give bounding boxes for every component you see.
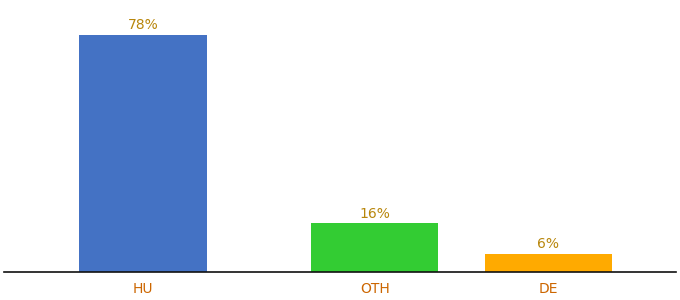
Text: 16%: 16% [359, 207, 390, 221]
Bar [80, 34, 207, 272]
Text: 6%: 6% [537, 237, 560, 251]
Bar [485, 254, 612, 272]
Text: 78%: 78% [128, 18, 158, 32]
Bar [311, 224, 439, 272]
